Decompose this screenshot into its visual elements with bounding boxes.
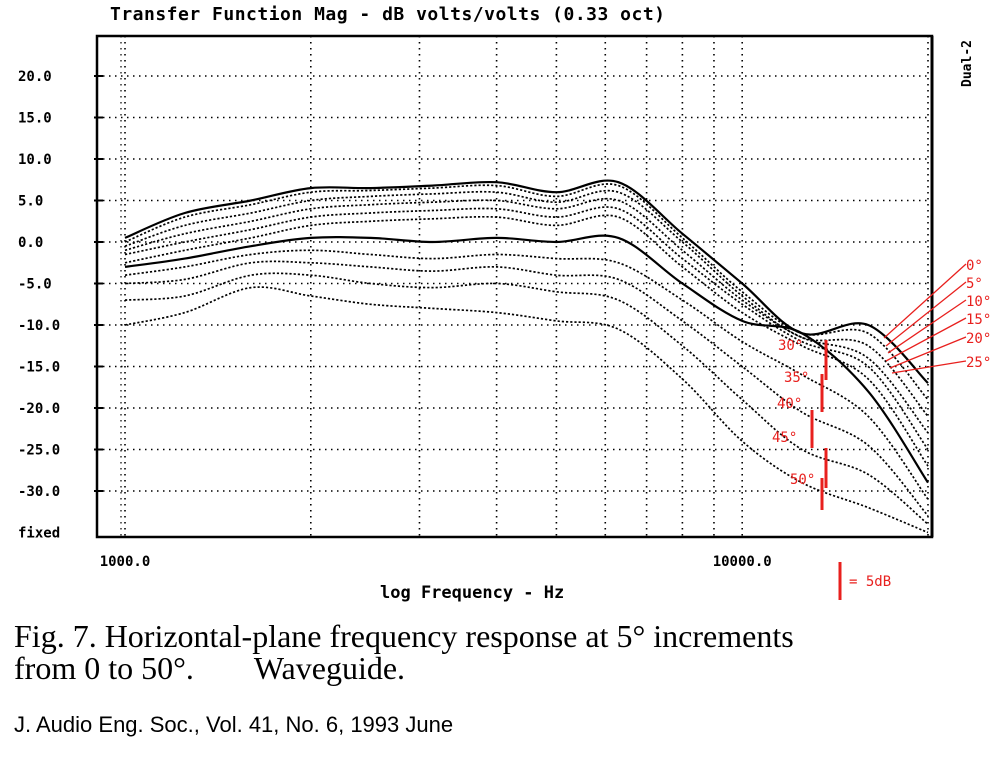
angle-leader-line xyxy=(883,263,967,339)
angle-leader-line xyxy=(885,317,967,362)
angle-label: 0° xyxy=(966,258,983,274)
curves-layer xyxy=(124,179,929,534)
y-tick-label: -30.0 xyxy=(18,484,60,500)
y-tick-label: 15.0 xyxy=(18,111,52,127)
angle-label: 10° xyxy=(966,294,991,310)
angle-label: 25° xyxy=(966,355,991,371)
y-tick-label: 5.0 xyxy=(18,194,43,210)
caption-line-2: from 0 to 50°. Waveguide. xyxy=(14,652,989,684)
response-curve-20deg xyxy=(124,206,929,450)
scale-legend-label: = 5dB xyxy=(849,574,891,590)
axis-layer: 20.0 15.0 10.0 5.0 0.0 -5.0 -10.0 -15.0 -20.0 -25… xyxy=(18,34,934,570)
x-tick-label: 10000.0 xyxy=(713,554,772,570)
y-tick-label: -15.0 xyxy=(18,360,60,376)
response-curve-30deg xyxy=(124,234,929,484)
response-curve-0deg xyxy=(124,179,929,384)
response-curve-5deg xyxy=(124,183,929,401)
angle-leader-line xyxy=(889,336,967,369)
x-axis-label: log Frequency - Hz xyxy=(380,583,565,603)
y-tick-label: -10.0 xyxy=(18,318,60,334)
angle-label: 30° xyxy=(778,338,803,354)
y-tick-label: -25.0 xyxy=(18,443,60,459)
caption-line-2a: from 0 to 50°. xyxy=(14,650,194,686)
annotation-layer: 0° 5° 10° 15° 20° 25° 30° 35° 40° 45° 50° = 5dB xyxy=(772,258,991,600)
plot-frame xyxy=(95,34,934,539)
response-curve-35deg xyxy=(124,249,929,500)
response-curve-40deg xyxy=(124,260,929,517)
y-tick-label: fixed xyxy=(18,526,60,542)
y-tick-label: 10.0 xyxy=(18,152,52,168)
y-tick-label: -5.0 xyxy=(18,277,52,293)
caption-line-2b: Waveguide. xyxy=(253,650,406,686)
response-curve-45deg xyxy=(124,272,929,525)
angle-leader-line xyxy=(885,281,967,347)
response-curve-50deg xyxy=(124,286,929,534)
frequency-response-plot: 20.0 15.0 10.0 5.0 0.0 -5.0 -10.0 -15.0 -20.0 -25… xyxy=(18,34,991,600)
angle-leader-line xyxy=(891,360,967,374)
y-tick-label: 0.0 xyxy=(18,235,43,251)
grid-layer xyxy=(97,36,932,537)
angle-label: 15° xyxy=(966,312,991,328)
angle-label: 5° xyxy=(966,276,983,292)
y-tick-label: -20.0 xyxy=(18,401,60,417)
angle-leader-line xyxy=(887,299,967,354)
angle-label: 20° xyxy=(966,331,991,347)
response-curve-25deg xyxy=(124,214,929,467)
figure-caption: Fig. 7. Horizontal-plane frequency respo… xyxy=(14,620,989,684)
angle-label: 45° xyxy=(772,430,797,446)
y-tick-label: 20.0 xyxy=(18,69,52,85)
chart-title: Transfer Function Mag - dB volts/volts (… xyxy=(110,4,666,25)
journal-citation: J. Audio Eng. Soc., Vol. 41, No. 6, 1993… xyxy=(14,712,454,737)
angle-label: 50° xyxy=(790,472,815,488)
response-curve-15deg xyxy=(124,197,929,434)
angle-label: 40° xyxy=(777,396,802,412)
caption-line-1: Fig. 7. Horizontal-plane frequency respo… xyxy=(14,618,794,654)
x-tick-label: 1000.0 xyxy=(100,554,151,570)
angle-label: 35° xyxy=(784,370,809,386)
